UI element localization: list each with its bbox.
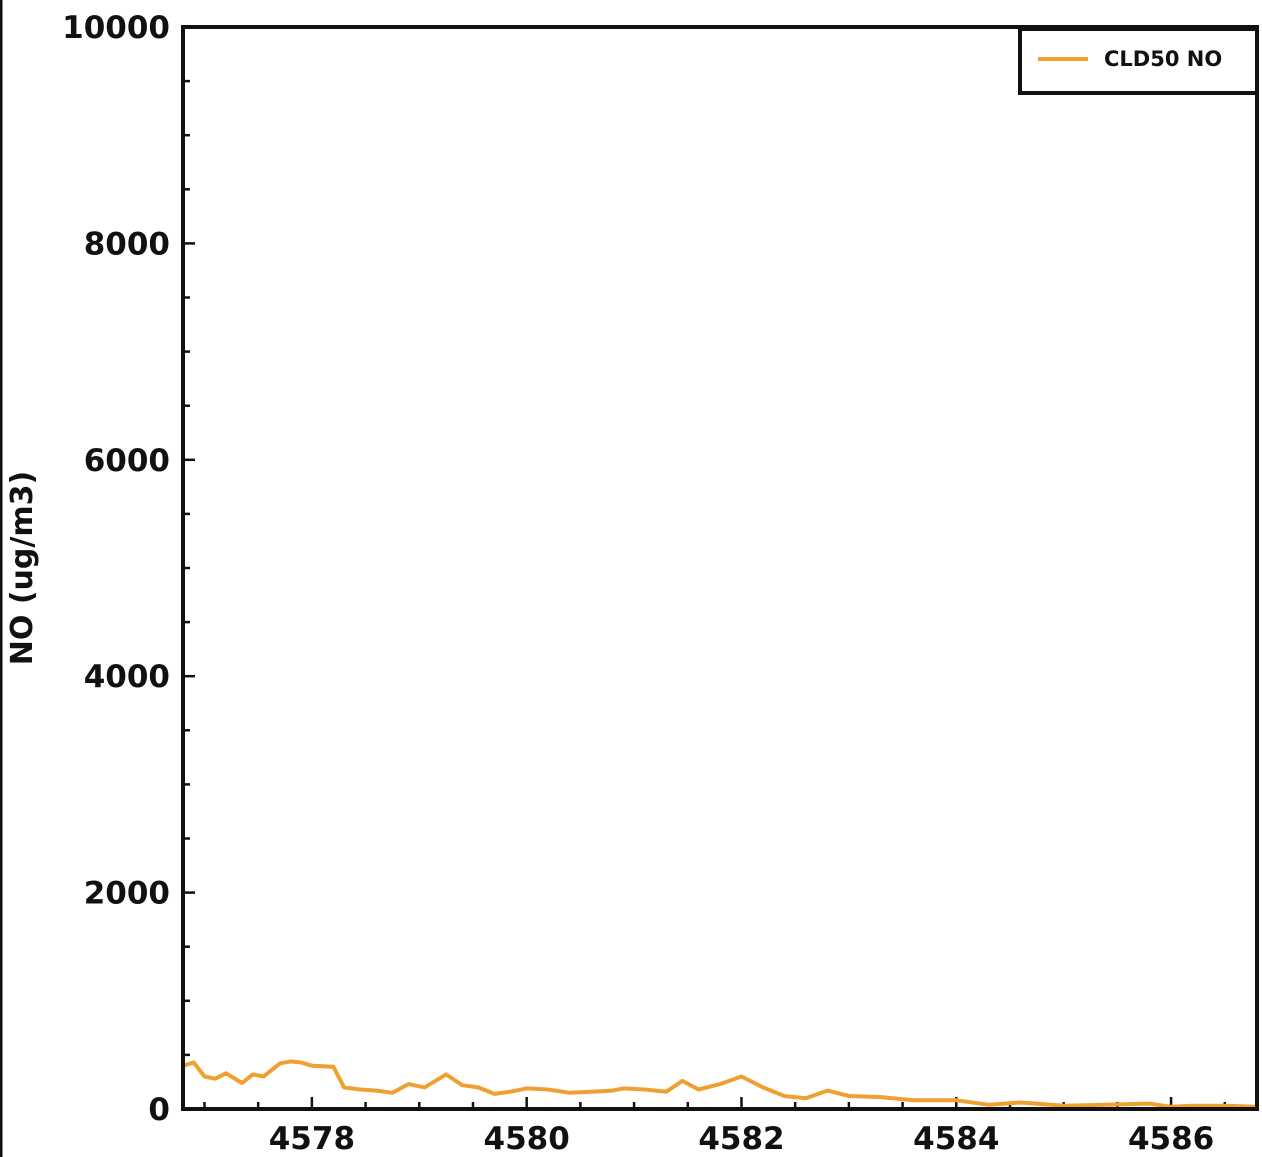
x-tick-label: 4582 bbox=[698, 1121, 784, 1157]
y-tick-label: 6000 bbox=[84, 443, 170, 479]
x-axis-ticks: 4578 4580 4582 4584 4586 bbox=[203, 1097, 1227, 1157]
legend: CLD50 NO bbox=[1018, 27, 1259, 95]
x-tick-label: 4580 bbox=[484, 1121, 570, 1157]
y-tick-label: 10000 bbox=[62, 10, 170, 46]
plot-area bbox=[183, 27, 1257, 1109]
y-axis-label: NO (ug/m3) bbox=[5, 471, 40, 665]
x-tick-label: 4584 bbox=[913, 1121, 999, 1157]
legend-label: CLD50 NO bbox=[1104, 47, 1222, 71]
y-tick-label: 4000 bbox=[84, 659, 170, 695]
y-tick-label: 0 bbox=[148, 1092, 170, 1128]
plot-frame bbox=[181, 25, 1259, 1111]
x-tick-label: 4578 bbox=[269, 1121, 355, 1157]
y-tick-label: 2000 bbox=[84, 876, 170, 912]
series-line bbox=[181, 1059, 1259, 1109]
y-tick-label: 8000 bbox=[84, 226, 170, 262]
series-layer bbox=[181, 1059, 1259, 1109]
x-tick-label: 4586 bbox=[1128, 1121, 1214, 1157]
y-axis-ticks: 0 2000 4000 6000 8000 10000 bbox=[62, 10, 195, 1128]
